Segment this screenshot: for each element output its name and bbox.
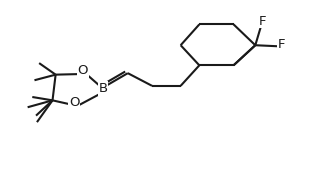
Text: F: F xyxy=(259,15,266,28)
Text: B: B xyxy=(98,82,108,95)
Text: O: O xyxy=(77,64,88,77)
Text: O: O xyxy=(69,96,79,109)
Text: F: F xyxy=(278,38,285,51)
